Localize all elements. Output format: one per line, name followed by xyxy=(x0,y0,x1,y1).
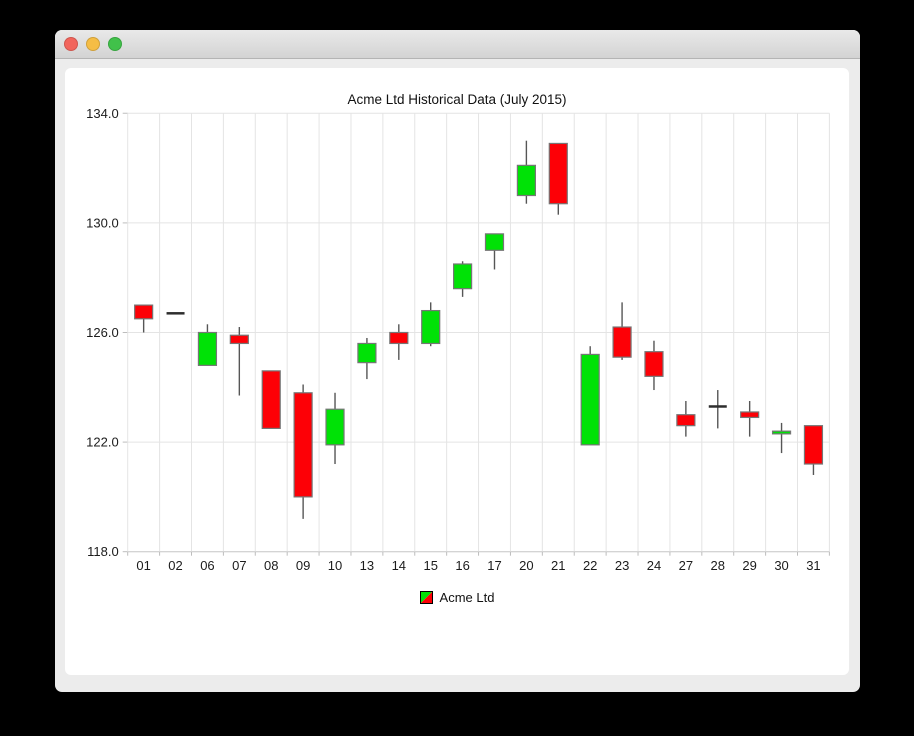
candle-13 xyxy=(357,337,377,380)
candle-30 xyxy=(771,422,792,454)
y-axis-label: 118.0 xyxy=(87,544,119,559)
x-axis-label: 01 xyxy=(136,558,150,573)
candle-01 xyxy=(134,304,154,333)
chart-panel: 134.0 130.0 126.0 122.0 118.0 01 02 06 07 08 09 10 1… xyxy=(65,68,849,675)
candle-10 xyxy=(325,392,345,465)
minimize-button[interactable] xyxy=(86,37,100,51)
x-axis-label: 13 xyxy=(360,558,374,573)
candle-15 xyxy=(421,302,441,347)
x-axis-label: 30 xyxy=(774,558,788,573)
candle-27 xyxy=(676,401,696,437)
y-axis-label: 126.0 xyxy=(86,325,119,340)
candle-17 xyxy=(484,233,505,270)
candle-23 xyxy=(612,302,632,360)
x-axis-label: 20 xyxy=(519,558,533,573)
legend: Acme Ltd xyxy=(65,590,849,605)
x-axis-label: 09 xyxy=(296,558,310,573)
x-axis-label: 02 xyxy=(168,558,182,573)
x-axis-label: 22 xyxy=(583,558,597,573)
x-axis-label: 29 xyxy=(742,558,756,573)
candle-02 xyxy=(166,312,185,315)
x-axis-label: 10 xyxy=(328,558,342,573)
candle-09 xyxy=(293,384,313,519)
x-axis-label: 17 xyxy=(487,558,501,573)
candlestick-chart: 134.0 130.0 126.0 122.0 118.0 01 02 06 07 08 09 10 1… xyxy=(86,106,830,573)
candle-21 xyxy=(548,142,568,215)
chart-title: Acme Ltd Historical Data (July 2015) xyxy=(347,92,567,107)
candle-06 xyxy=(197,324,218,366)
x-axis-label: 28 xyxy=(711,558,725,573)
x-axis-label: 23 xyxy=(615,558,629,573)
candle-16 xyxy=(453,261,473,297)
candle-24 xyxy=(644,340,664,391)
x-axis-label: 27 xyxy=(679,558,693,573)
window-titlebar xyxy=(55,30,860,59)
x-axis-label: 06 xyxy=(200,558,214,573)
legend-label[interactable]: Acme Ltd xyxy=(439,590,495,605)
app-window: 134.0 130.0 126.0 122.0 118.0 01 02 06 07 08 09 10 1… xyxy=(55,30,860,692)
candle-31 xyxy=(803,425,824,475)
x-axis-label: 07 xyxy=(232,558,246,573)
candle-22 xyxy=(580,346,600,446)
y-axis-label: 122.0 xyxy=(86,435,119,450)
x-axis-label: 21 xyxy=(551,558,565,573)
candle-20 xyxy=(516,140,536,204)
candle-14 xyxy=(389,324,409,360)
x-axis-label: 31 xyxy=(806,558,820,573)
candle-08 xyxy=(261,370,281,429)
candlestick-legend-icon xyxy=(419,591,433,604)
candle-07 xyxy=(229,327,249,396)
x-axis-label: 16 xyxy=(455,558,469,573)
x-axis-label: 24 xyxy=(647,558,661,573)
x-axis-label: 14 xyxy=(392,558,406,573)
x-axis-label: 08 xyxy=(264,558,278,573)
x-axis-label: 15 xyxy=(423,558,437,573)
y-axis-label: 130.0 xyxy=(86,215,119,230)
close-button[interactable] xyxy=(64,37,78,51)
candle-28 xyxy=(708,390,727,429)
candle-29 xyxy=(740,401,760,437)
zoom-button[interactable] xyxy=(108,37,122,51)
y-axis-label: 134.0 xyxy=(86,106,119,121)
